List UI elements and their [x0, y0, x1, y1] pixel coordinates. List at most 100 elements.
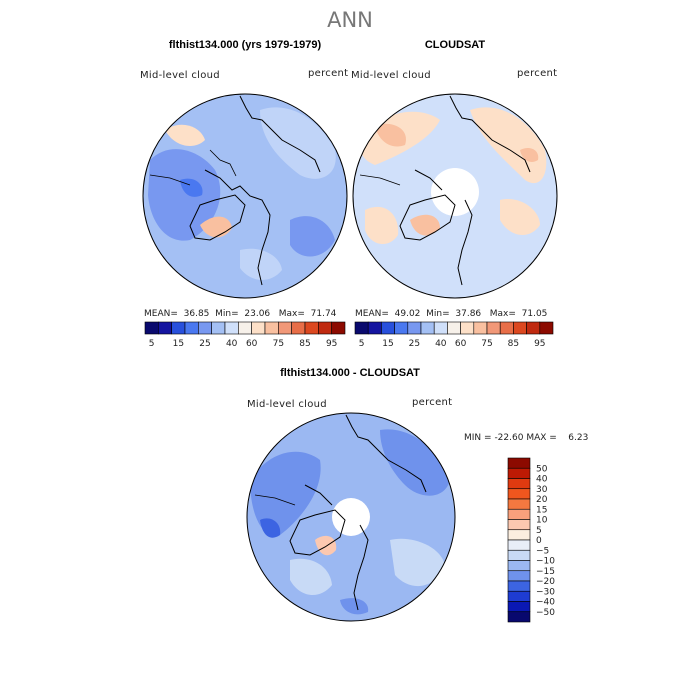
colorbar-cell	[507, 560, 531, 572]
colorbar-cell	[460, 321, 475, 335]
colorbar-label: 95	[534, 339, 545, 349]
colorbar-label: 5	[359, 339, 365, 349]
colorbar-cell	[507, 508, 531, 520]
colorbar-label: 75	[273, 339, 284, 349]
panel-3-stats: MIN = -22.60 MAX = 6.23	[464, 433, 588, 443]
map-difference-border	[246, 412, 456, 622]
max-value: 71.05	[521, 309, 548, 319]
colorbar-cell	[381, 321, 395, 335]
colorbar-label: −15	[536, 567, 555, 577]
colorbar-cell	[354, 321, 369, 335]
colorbar-label: −20	[536, 577, 555, 587]
colorbar-cloudsat: 5 15 25 40 60 75 85 95	[354, 321, 554, 349]
colorbar-label: 60	[455, 339, 467, 349]
colorbar-cell	[507, 601, 531, 613]
colorbar-label: −5	[536, 546, 549, 556]
colorbar-label: −10	[536, 557, 555, 567]
min-value: 37.86	[455, 309, 482, 319]
max-value: 71.74	[310, 309, 337, 319]
map-difference	[247, 413, 455, 621]
colorbar-cell	[184, 321, 199, 335]
panel-1-stats: MEAN= 36.85 Min= 23.06 Max= 71.74	[144, 309, 336, 319]
colorbar-cell	[507, 467, 531, 479]
min-label: Min=	[426, 309, 450, 319]
panel-1-title: flthist134.000 (yrs 1979-1979)	[168, 39, 322, 51]
colorbar-cell	[539, 321, 554, 335]
panel-3-units: percent	[412, 397, 453, 408]
main-title: ANN	[327, 8, 373, 32]
colorbar-cell	[433, 321, 448, 335]
colorbar-cell	[507, 529, 531, 541]
colorbar-label: 30	[536, 485, 548, 495]
colorbar-label: 15	[382, 339, 393, 349]
colorbar-label: 25	[409, 339, 420, 349]
min-value: 23.06	[244, 309, 271, 319]
map-cloudsat	[353, 94, 557, 298]
colorbar-cell	[367, 321, 382, 335]
map-cloudsat-border	[352, 93, 558, 299]
colorbar-cell	[473, 321, 488, 335]
mean-label: MEAN=	[355, 309, 389, 319]
colorbar-cell	[331, 321, 346, 335]
colorbar-cell	[507, 611, 531, 623]
colorbar-cell	[278, 321, 292, 335]
panel-2-stats: MEAN= 49.02 Min= 37.86 Max= 71.05	[355, 309, 547, 319]
colorbar-label: 75	[481, 339, 492, 349]
colorbar-label: 40	[536, 475, 548, 485]
colorbar-label: −30	[536, 587, 555, 597]
colorbar-cell	[224, 321, 239, 335]
colorbar-cell	[291, 321, 306, 335]
colorbar-cell	[238, 321, 252, 335]
colorbar-label: 95	[326, 339, 337, 349]
panel-3-title: flthist134.000 - CLOUDSAT	[280, 367, 420, 379]
min-value: -22.60	[494, 433, 524, 443]
colorbar-cell	[526, 321, 541, 335]
colorbar-label: 60	[246, 339, 258, 349]
colorbar-cell	[407, 321, 422, 335]
colorbar-cell	[507, 457, 531, 469]
colorbar-cell	[507, 488, 531, 500]
colorbar-label: 85	[508, 339, 519, 349]
mean-label: MEAN=	[144, 309, 178, 319]
colorbar-label: 85	[299, 339, 310, 349]
colorbar-cell	[513, 321, 527, 335]
colorbar-cell	[251, 321, 266, 335]
colorbar-label: 5	[536, 526, 542, 536]
colorbar-model: 5 15 25 40 60 75 85 95	[144, 321, 346, 349]
colorbar-cell	[264, 321, 279, 335]
min-label: Min=	[215, 309, 239, 319]
colorbar-cell	[507, 570, 531, 582]
colorbar-cell	[144, 321, 159, 335]
panel-2-units: percent	[517, 68, 558, 79]
colorbar-label: −40	[536, 598, 555, 608]
colorbar-cell	[394, 321, 409, 335]
colorbar-label: 10	[536, 516, 548, 526]
max-label: MAX =	[526, 433, 557, 443]
colorbar-cell	[507, 539, 531, 551]
max-label: Max=	[278, 309, 305, 319]
colorbar-label: 50	[536, 464, 548, 474]
colorbar-cell	[171, 321, 186, 335]
colorbar-label: 25	[199, 339, 210, 349]
colorbar-cell	[507, 519, 531, 531]
colorbar-cell	[507, 478, 531, 490]
colorbar-cell	[447, 321, 461, 335]
colorbar-cell	[304, 321, 319, 335]
colorbar-cell	[211, 321, 226, 335]
panel-3-variable: Mid-level cloud	[247, 399, 327, 410]
colorbar-label: −50	[536, 608, 555, 618]
colorbar-label: 40	[435, 339, 447, 349]
colorbar-label: 0	[536, 536, 542, 546]
max-value: 6.23	[568, 433, 589, 443]
panel-2-variable: Mid-level cloud	[351, 70, 431, 81]
panel-1-variable: Mid-level cloud	[140, 70, 220, 81]
panel-2-title: CLOUDSAT	[424, 39, 486, 51]
mean-value: 49.02	[394, 309, 421, 319]
min-label: MIN =	[464, 433, 492, 443]
colorbar-cell	[507, 498, 531, 510]
colorbar-label: 15	[173, 339, 184, 349]
colorbar-label: 5	[149, 339, 155, 349]
map-model	[143, 94, 347, 298]
